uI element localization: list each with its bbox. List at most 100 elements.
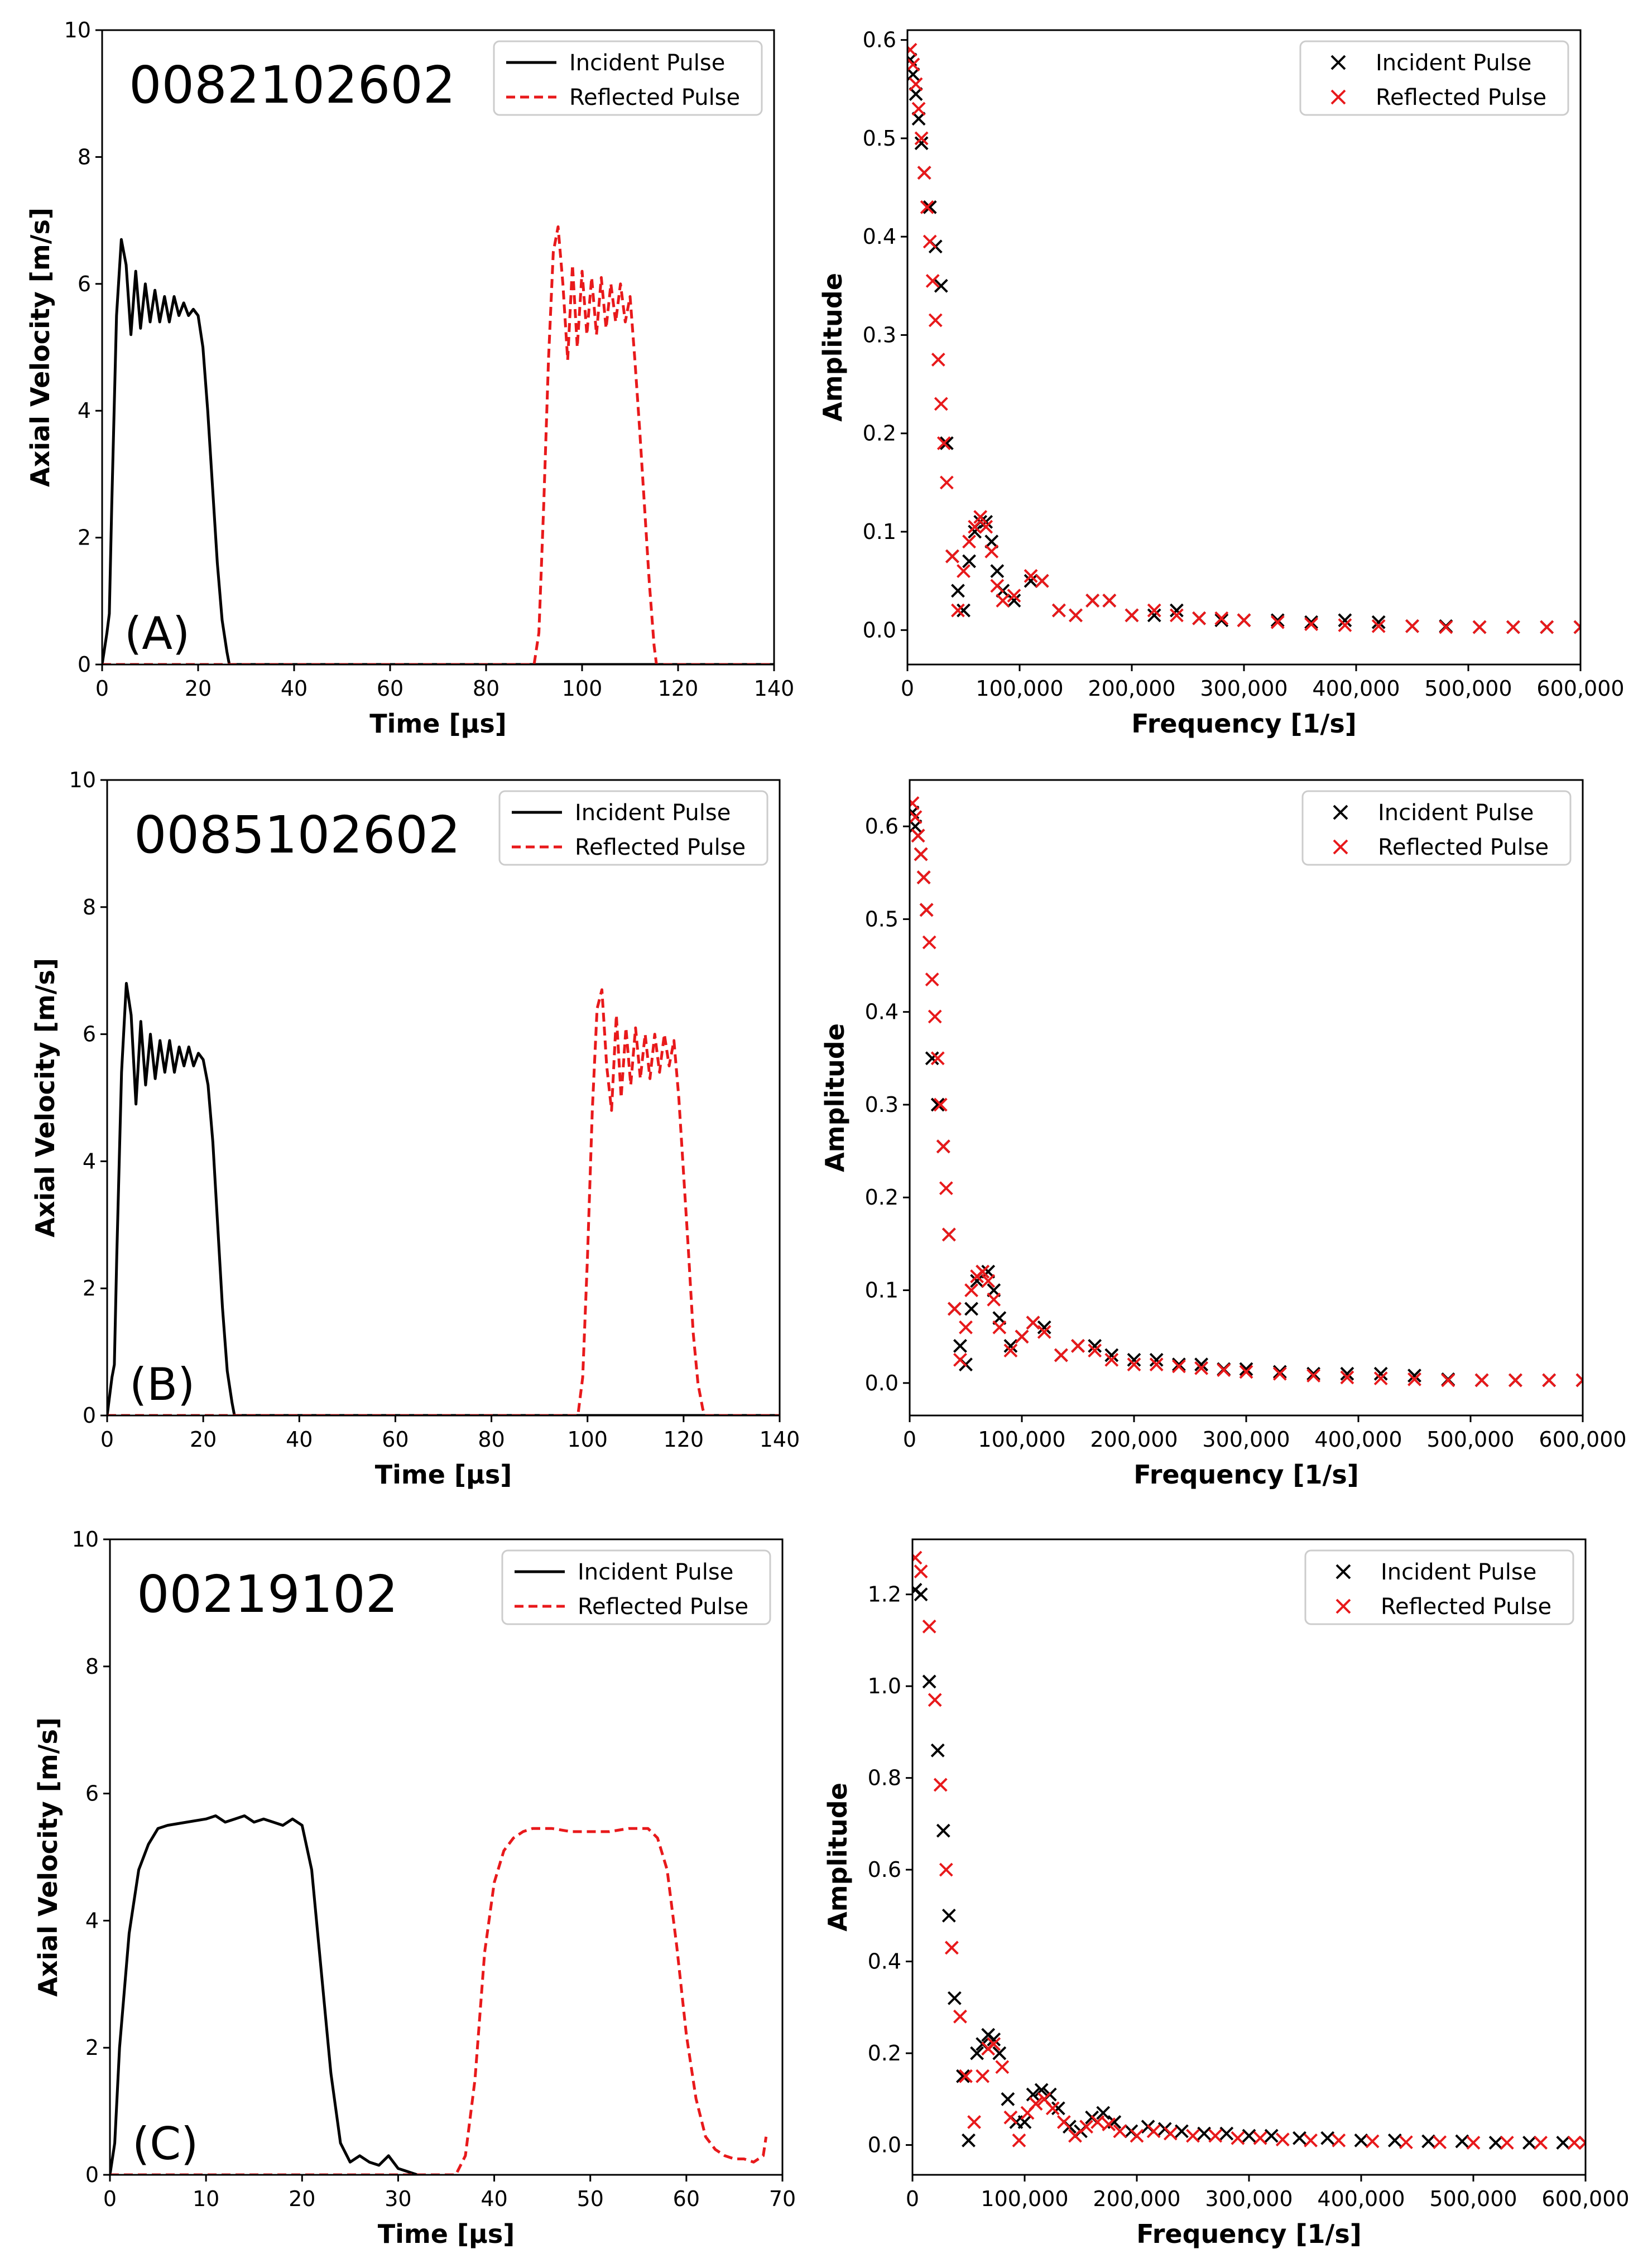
data-point-incident xyxy=(1371,615,1386,629)
data-point-incident xyxy=(1455,2134,1469,2149)
data-point-incident xyxy=(1488,2136,1503,2150)
data-point-incident xyxy=(1017,2115,1032,2129)
x-tick-label: 50 xyxy=(577,2187,604,2211)
x-tick-label: 300,000 xyxy=(1202,1427,1290,1452)
x-tick-label: 200,000 xyxy=(1090,1427,1178,1452)
data-point-reflected xyxy=(1439,620,1453,634)
legend-swatch-reflected xyxy=(1330,89,1346,105)
y-tick-label: 0.2 xyxy=(868,2041,901,2065)
plot-data xyxy=(107,982,780,1415)
data-point-reflected xyxy=(1433,2135,1447,2150)
y-tick-label: 10 xyxy=(72,1527,99,1552)
y-tick-label: 1.2 xyxy=(868,1582,901,1607)
data-point-incident xyxy=(1007,594,1021,608)
x-axis-ticks: 0 20 40 60 80 100 120 140 xyxy=(100,1415,800,1452)
data-point-reflected xyxy=(1104,1352,1119,1367)
data-point-incident xyxy=(1373,1366,1388,1381)
data-point-incident xyxy=(970,2046,984,2060)
data-point-reflected xyxy=(1508,1373,1522,1388)
y-tick-label: 6 xyxy=(78,272,91,296)
data-point-reflected xyxy=(1029,2097,1043,2111)
data-point-reflected xyxy=(987,2037,1001,2052)
data-point-reflected xyxy=(936,436,951,450)
data-point-reflected xyxy=(1147,603,1161,618)
data-point-reflected xyxy=(1542,1373,1556,1388)
data-point-incident xyxy=(1174,2124,1189,2139)
data-point-reflected xyxy=(933,1778,948,1792)
data-point-reflected xyxy=(1506,620,1520,634)
x-tick-label: 0 xyxy=(100,1427,114,1452)
x-tick-label: 300,000 xyxy=(1205,2187,1293,2211)
data-point-reflected xyxy=(1068,2129,1082,2143)
data-point-incident xyxy=(964,1302,978,1316)
x-tick-label: 40 xyxy=(281,676,308,701)
plot-data xyxy=(102,225,774,664)
x-tick-label: 200,000 xyxy=(1093,2187,1180,2211)
data-point-incident xyxy=(1421,2134,1436,2149)
data-point-reflected xyxy=(1534,2136,1548,2150)
data-point-incident xyxy=(970,1274,984,1288)
series-line-reflected xyxy=(110,1827,768,2175)
data-point-reflected xyxy=(953,2009,967,2024)
x-tick-label: 20 xyxy=(190,1427,217,1452)
data-point-reflected xyxy=(907,57,920,72)
x-tick-label: 400,000 xyxy=(1317,2187,1405,2211)
data-point-reflected xyxy=(959,1320,973,1335)
y-tick-label: 2 xyxy=(85,2035,99,2060)
y-tick-label: 0.4 xyxy=(865,1000,899,1024)
x-tick-label: 100 xyxy=(567,1427,608,1452)
data-point-incident xyxy=(925,1051,939,1066)
x-axis-ticks: 0 100,000 200,000 300,000 400,000 500,000 600,… xyxy=(901,664,1625,701)
data-point-reflected xyxy=(1045,2101,1060,2116)
chart-panel-C: 0 10 20 30 40 50 60 70 0 2 4 6 8 10 Time [μs] Axial Vel… xyxy=(33,1527,796,2249)
x-tick-label: 0 xyxy=(95,676,109,701)
y-axis-ticks: 0.0 0.1 0.2 0.3 0.4 0.5 0.6 xyxy=(865,814,910,1395)
specimen-id: 0082102602 xyxy=(129,55,455,115)
data-point-reflected xyxy=(1306,1369,1321,1383)
data-point-incident xyxy=(951,584,965,598)
y-tick-label: 0.6 xyxy=(868,1857,901,1882)
plot-frame xyxy=(911,1538,1587,2176)
data-point-reflected xyxy=(1113,2124,1127,2139)
data-point-reflected xyxy=(1275,2132,1290,2147)
y-axis-ticks: 0 2 4 6 8 10 xyxy=(69,768,107,1428)
legend-label-incident: Incident Pulse xyxy=(569,50,725,76)
legend-label-incident: Incident Pulse xyxy=(578,1559,733,1585)
data-point-incident xyxy=(1149,1352,1164,1367)
x-axis-label: Frequency [1/s] xyxy=(1133,1460,1359,1490)
data-point-reflected xyxy=(1407,1372,1421,1386)
data-point-reflected xyxy=(981,1274,996,1288)
legend-label-incident: Incident Pulse xyxy=(1378,800,1534,826)
data-point-reflected xyxy=(1003,2110,1018,2125)
plot-frame xyxy=(906,29,1582,666)
x-tick-label: 70 xyxy=(769,2187,796,2211)
y-tick-label: 0.2 xyxy=(865,1185,899,1210)
data-point-incident xyxy=(962,554,976,569)
y-axis-ticks: 0 2 4 6 8 10 xyxy=(72,1527,110,2187)
data-point-incident xyxy=(914,1587,928,1602)
plot-data xyxy=(110,1814,768,2175)
data-point-incident xyxy=(1214,613,1229,628)
y-tick-label: 0 xyxy=(83,1403,96,1428)
data-point-incident xyxy=(939,436,954,450)
x-tick-label: 600,000 xyxy=(1536,676,1624,701)
data-point-reflected xyxy=(1149,1357,1164,1371)
x-tick-label: 30 xyxy=(385,2187,411,2211)
plot-data xyxy=(910,796,1583,1388)
data-point-incident xyxy=(1239,1362,1253,1376)
data-point-reflected xyxy=(976,2069,990,2083)
data-point-reflected xyxy=(1365,2134,1380,2149)
data-point-incident xyxy=(1304,615,1319,629)
legend: Incident Pulse Reflected Pulse xyxy=(1304,1549,1574,1625)
y-tick-label: 0.0 xyxy=(868,2133,901,2158)
data-point-reflected xyxy=(1015,1330,1029,1344)
data-point-incident xyxy=(1338,613,1352,628)
data-point-reflected xyxy=(1146,2124,1161,2139)
legend-label-incident: Incident Pulse xyxy=(1381,1559,1536,1585)
y-tick-label: 8 xyxy=(78,145,91,169)
data-point-reflected xyxy=(917,166,931,180)
data-point-reflected xyxy=(992,1320,1007,1335)
data-point-incident xyxy=(1147,608,1161,623)
data-point-reflected xyxy=(944,1940,959,1955)
